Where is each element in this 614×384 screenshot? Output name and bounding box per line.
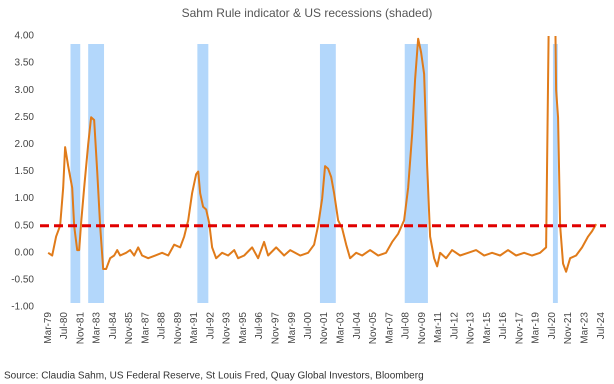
recession-band bbox=[552, 44, 558, 303]
x-tick-label: Mar-07 bbox=[384, 312, 395, 344]
x-tick-label: Mar-87 bbox=[140, 312, 151, 344]
x-tick-label: Mar-99 bbox=[287, 312, 298, 344]
x-tick-label: Nov-97 bbox=[270, 312, 281, 345]
y-tick-label: -1.00 bbox=[11, 302, 34, 313]
y-tick-label: 4.00 bbox=[15, 31, 35, 42]
x-tick-label: Jul-16 bbox=[498, 312, 509, 340]
x-tick-label: Nov-09 bbox=[417, 312, 428, 345]
y-tick-label: 1.00 bbox=[15, 193, 35, 204]
chart-title: Sahm Rule indicator & US recessions (sha… bbox=[182, 6, 433, 20]
recession-band bbox=[404, 44, 428, 303]
y-tick-label: 1.50 bbox=[15, 166, 35, 177]
x-tick-label: Mar-91 bbox=[189, 312, 200, 344]
x-tick-label: Mar-15 bbox=[482, 312, 493, 344]
x-tick-label: Jul-92 bbox=[205, 312, 216, 340]
x-tick-label: Mar-19 bbox=[531, 312, 542, 344]
x-tick-label: Nov-17 bbox=[514, 312, 525, 345]
x-tick-label: Jul-80 bbox=[59, 312, 70, 340]
x-tick-label: Mar-79 bbox=[43, 312, 54, 344]
recession-band bbox=[319, 44, 336, 303]
recession-band bbox=[88, 44, 105, 303]
x-tick-label: Jul-20 bbox=[547, 312, 558, 340]
y-tick-label: 3.00 bbox=[15, 85, 35, 96]
y-tick-label: 2.00 bbox=[15, 139, 35, 150]
x-tick-label: Nov-13 bbox=[466, 312, 477, 345]
data-line bbox=[47, 36, 597, 273]
recession-band bbox=[197, 44, 209, 303]
x-tick-label: Nov-93 bbox=[222, 312, 233, 345]
x-tick-label: Jul-08 bbox=[401, 312, 412, 340]
x-tick-label: Mar-95 bbox=[238, 312, 249, 344]
x-tick-label: Jul-24 bbox=[596, 312, 607, 340]
x-tick-label: Nov-05 bbox=[368, 312, 379, 345]
x-tick-label: Jul-84 bbox=[108, 312, 119, 340]
y-tick-label: -0.50 bbox=[11, 275, 34, 286]
x-tick-label: Mar-11 bbox=[433, 312, 444, 343]
x-tick-label: Mar-03 bbox=[336, 312, 347, 344]
x-tick-label: Nov-85 bbox=[124, 312, 135, 345]
x-tick-label: Jul-04 bbox=[352, 312, 363, 340]
x-tick-label: Mar-83 bbox=[92, 312, 103, 344]
source-note: Source: Claudia Sahm, US Federal Reserve… bbox=[4, 371, 424, 382]
x-tick-label: Jul-88 bbox=[157, 312, 168, 340]
y-tick-label: 0.50 bbox=[15, 220, 35, 231]
plot-area bbox=[47, 36, 597, 273]
x-tick-label: Jul-00 bbox=[303, 312, 314, 340]
x-tick-label: Mar-23 bbox=[580, 312, 591, 344]
x-tick-label: Nov-81 bbox=[75, 312, 86, 345]
x-tick-label: Nov-89 bbox=[173, 312, 184, 345]
x-tick-label: Jul-96 bbox=[254, 312, 265, 340]
y-tick-label: 3.50 bbox=[15, 58, 35, 69]
x-tick-label: Nov-21 bbox=[563, 312, 574, 345]
recession-band bbox=[70, 44, 81, 303]
x-tick-label: Jul-12 bbox=[449, 312, 460, 340]
x-tick-label: Nov-01 bbox=[319, 312, 330, 345]
y-tick-label: 2.50 bbox=[15, 112, 35, 123]
y-tick-label: 0.00 bbox=[15, 247, 35, 258]
